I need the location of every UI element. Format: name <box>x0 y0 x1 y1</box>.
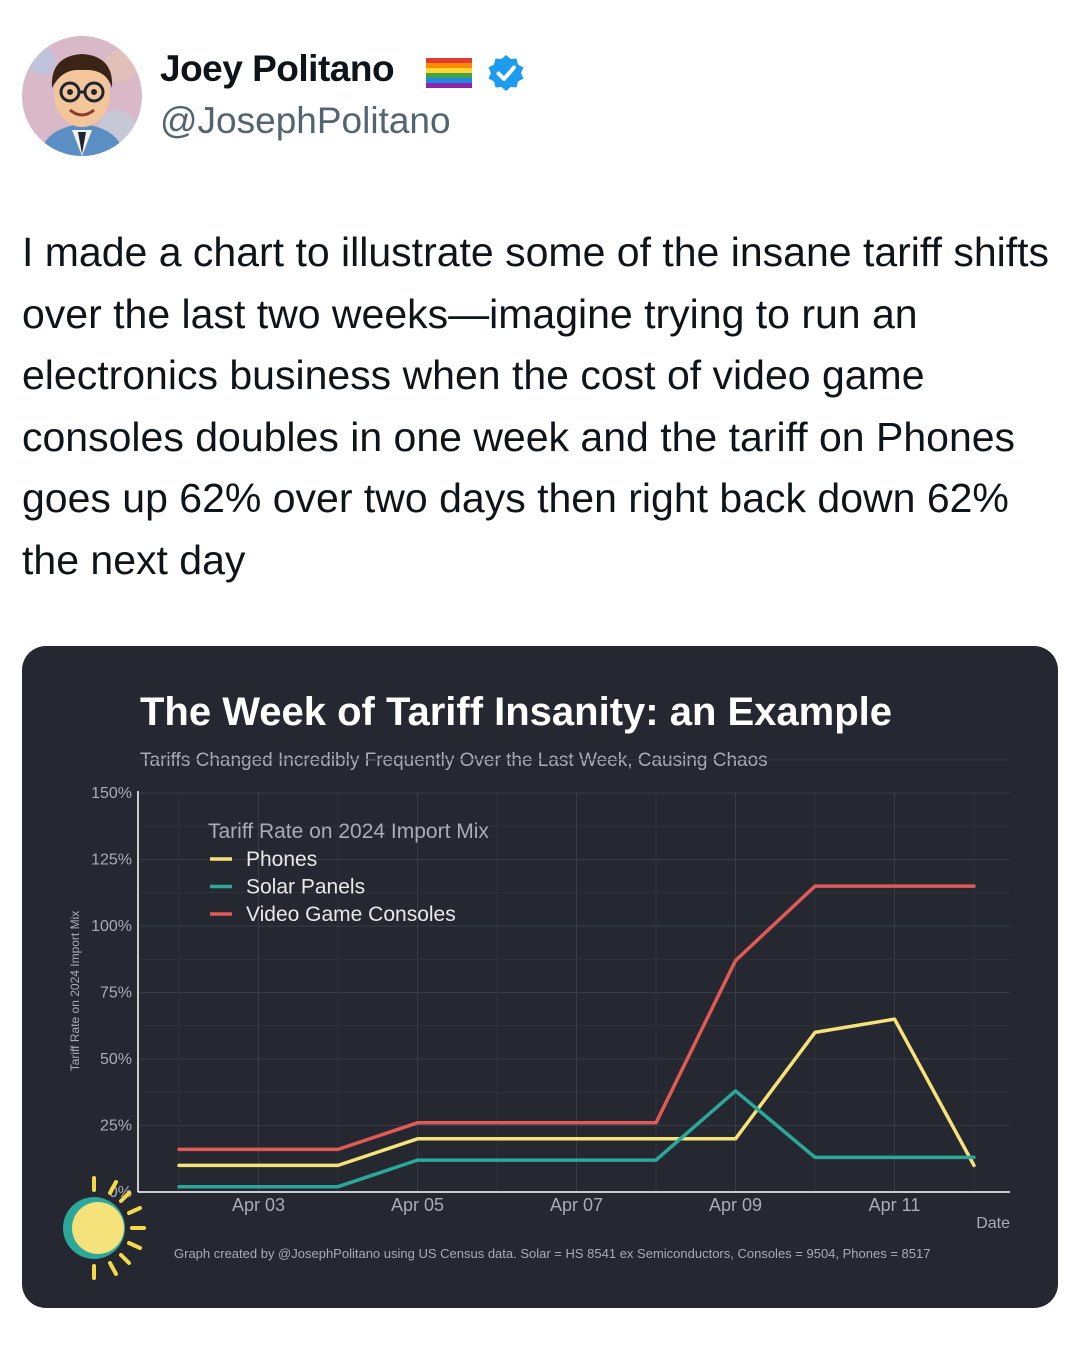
legend-label: Phones <box>246 848 317 871</box>
cartoon-avatar-icon <box>22 36 142 156</box>
y-tick-label: 100% <box>91 918 132 935</box>
legend-label: Solar Panels <box>246 876 365 899</box>
x-tick-label: Apr 09 <box>709 1195 762 1215</box>
y-tick-label: 25% <box>100 1118 132 1135</box>
x-tick-label: Apr 03 <box>232 1195 285 1215</box>
x-tick-label: Apr 11 <box>869 1195 921 1215</box>
series-line-solar-panels <box>177 1089 976 1189</box>
y-axis-label: Tariff Rate on 2024 Import Mix <box>68 911 82 1072</box>
chart-image[interactable]: The Week of Tariff Insanity: an Example … <box>22 646 1058 1308</box>
tariff-line-chart: The Week of Tariff Insanity: an Example … <box>63 690 1010 1280</box>
series-line-phones <box>177 1017 976 1168</box>
x-axis-label: Date <box>976 1215 1010 1232</box>
y-tick-label: 50% <box>100 1051 132 1068</box>
rainbow-flag-icon <box>426 58 472 88</box>
chart-title: The Week of Tariff Insanity: an Example <box>140 690 892 734</box>
series-line-video-game-consoles <box>177 884 976 1152</box>
legend-title: Tariff Rate on 2024 Import Mix <box>208 820 489 843</box>
x-tick-label: Apr 07 <box>550 1195 603 1215</box>
y-tick-label: 125% <box>91 852 132 869</box>
author-name[interactable]: Joey Politano <box>160 48 395 89</box>
verified-badge-icon <box>488 55 524 91</box>
y-tick-label: 75% <box>100 985 132 1002</box>
author-handle[interactable]: @JosephPolitano <box>160 100 451 141</box>
author-avatar[interactable] <box>22 36 142 156</box>
sun-logo-icon <box>63 1176 146 1280</box>
y-tick-label: 150% <box>91 785 132 802</box>
chart-subtitle: Tariffs Changed Incredibly Frequently Ov… <box>140 750 768 771</box>
chart-caption: Graph created by @JosephPolitano using U… <box>174 1246 930 1261</box>
legend-label: Video Game Consoles <box>246 903 456 926</box>
tweet-text: I made a chart to illustrate some of the… <box>22 229 1050 583</box>
x-tick-label: Apr 05 <box>391 1195 444 1215</box>
